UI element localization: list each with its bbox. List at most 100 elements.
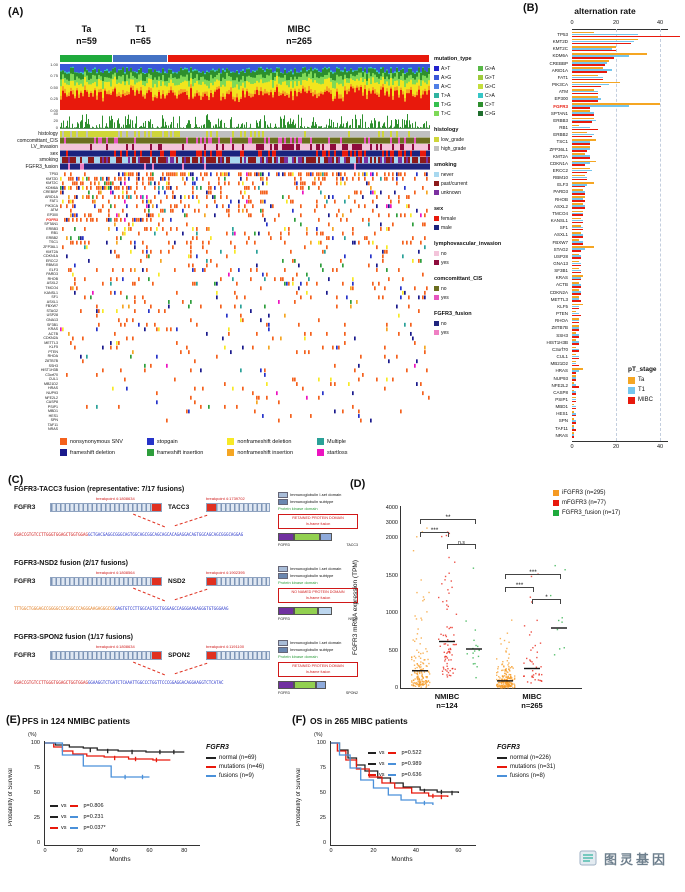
- b-bar: [572, 257, 581, 259]
- b-gene-row: RB1: [500, 124, 685, 131]
- b-bar: [572, 379, 577, 381]
- gene-label: KMT2D: [45, 176, 58, 181]
- legend-label: Protein kinase domain: [278, 506, 318, 511]
- legend-label: frameshift insertion: [156, 449, 204, 456]
- b-bar: [572, 386, 579, 388]
- legend-item: A>G: [434, 73, 478, 82]
- b-bar-group: [572, 282, 581, 288]
- comparison-row: vs p=0.989: [368, 758, 422, 769]
- b-bar: [572, 298, 579, 300]
- b-gene-label: Z8TB7B: [551, 325, 568, 331]
- legend-swatch: [553, 490, 559, 496]
- panelE-ytick: 0: [36, 840, 40, 846]
- legend-swatch: [434, 260, 439, 265]
- gene-label: STAG2: [46, 308, 58, 313]
- legend-label: no: [441, 250, 447, 257]
- legend-item: male: [434, 223, 529, 232]
- b-bar: [572, 110, 590, 112]
- legend-swatch: [434, 172, 439, 177]
- b-bar-group: [572, 88, 599, 95]
- protein-domain-segment: [294, 533, 320, 541]
- b-gene-label: TAF11: [555, 425, 568, 431]
- legend-line-swatch: [497, 765, 507, 768]
- b-bar: [572, 384, 577, 386]
- b-bar: [572, 155, 590, 157]
- b-bar: [572, 250, 581, 252]
- legend-swatch: [278, 498, 288, 505]
- panel-c-label: (C): [8, 474, 24, 486]
- legend-item: mutations (n=31): [497, 762, 555, 771]
- gene-label: ATM: [50, 208, 58, 213]
- b-gene-label: CUL1: [556, 354, 568, 360]
- comparison-swatch-a: [368, 751, 376, 754]
- b-bar: [572, 200, 586, 202]
- fusion-gene-left: FGFR3: [14, 578, 36, 585]
- b-gene-row: SPN: [500, 417, 685, 424]
- protein-domain-segment: [294, 607, 318, 615]
- b-gene-label: PARD3: [553, 189, 568, 195]
- b-gene-row: NUP93: [500, 375, 685, 382]
- clinical-annotation-tracks: [60, 131, 430, 170]
- legend-title: histology: [434, 127, 459, 133]
- track-label: LV_invasion: [31, 144, 58, 150]
- f-legend-title: FGFR3: [497, 744, 520, 751]
- gene-label: FGFR3: [46, 217, 58, 222]
- signature-ytick: 0.75: [50, 73, 58, 78]
- legend-item: nonsynonymous SNV: [60, 438, 123, 445]
- b-bar-group: [572, 38, 638, 45]
- b-bar: [572, 224, 581, 227]
- gene-label: CUL1: [48, 377, 58, 382]
- b-bar-group: [572, 246, 594, 252]
- comparison-swatch-b: [69, 804, 78, 807]
- b-bar: [572, 319, 579, 322]
- breakpoint-label: breakpoint 4:1739702: [206, 496, 245, 501]
- b-bar: [572, 205, 586, 207]
- legend-label: iFGFR3 (n=295): [562, 490, 606, 496]
- legend-swatch: [146, 438, 154, 445]
- b-gene-label: SF3B1: [554, 268, 568, 274]
- b-gene-row: ZFP36L1: [500, 146, 685, 153]
- b-bar-group: [572, 325, 579, 331]
- b-top-axis: [572, 29, 668, 30]
- fusion-sequence: TTTGGCTGGGAGCCGGGGCCCGGGCCCAGGGAAGAGGGCG…: [14, 606, 229, 611]
- b-bar: [572, 396, 577, 399]
- b-bar-group: [572, 232, 583, 238]
- b-bar-group: [572, 425, 577, 431]
- legend-label: G>C: [485, 83, 496, 90]
- legend-swatch: [628, 396, 635, 404]
- b-bar-group: [572, 224, 583, 231]
- gene-label: ERBB2: [46, 235, 58, 240]
- b-bar: [572, 427, 575, 429]
- protein-domain-segment: [318, 607, 332, 615]
- comparison-row: vs p=0.522: [368, 747, 422, 758]
- b-bar: [572, 282, 579, 284]
- legend-label: G>T: [485, 74, 495, 81]
- b-bar: [572, 140, 590, 143]
- b-bar-group: [572, 296, 581, 302]
- b-bar: [572, 131, 588, 134]
- legend-label: frameshift deletion: [70, 449, 115, 456]
- retained-domain-box: NO NAMED PROTEIN DOMAIN In-frame fusion: [278, 588, 358, 604]
- gene-label: HIST1H3B: [40, 368, 58, 373]
- b-bar: [572, 191, 586, 193]
- b-bar-group: [572, 203, 586, 209]
- gene-label: CASP8: [46, 400, 58, 405]
- legend-label: female: [441, 215, 457, 222]
- legend-item: Protein kinase domain: [278, 653, 358, 660]
- b-bar: [572, 76, 603, 79]
- b-bar: [572, 153, 586, 155]
- b-bar: [572, 260, 579, 263]
- b-gridline-40: [660, 29, 661, 441]
- fusion-gene-right: SPON2: [168, 652, 191, 659]
- gene-label: HRAS: [48, 386, 58, 391]
- gene-exon-strip: [50, 651, 162, 660]
- panelF-ytick: 25: [319, 815, 326, 821]
- protein-domain-segment: [294, 681, 316, 689]
- b-gene-label: ATM: [558, 89, 568, 95]
- b-gene-row: MB21D2: [500, 360, 685, 367]
- d-ytick: 2000: [385, 535, 398, 541]
- b-bar: [572, 74, 599, 77]
- b-bar: [572, 31, 594, 34]
- legend-items: A>T A>G A>C T>A T>G T>C G>A G>T G>C C>A C>T C>G: [434, 64, 529, 118]
- legend-items: no yes: [434, 249, 529, 267]
